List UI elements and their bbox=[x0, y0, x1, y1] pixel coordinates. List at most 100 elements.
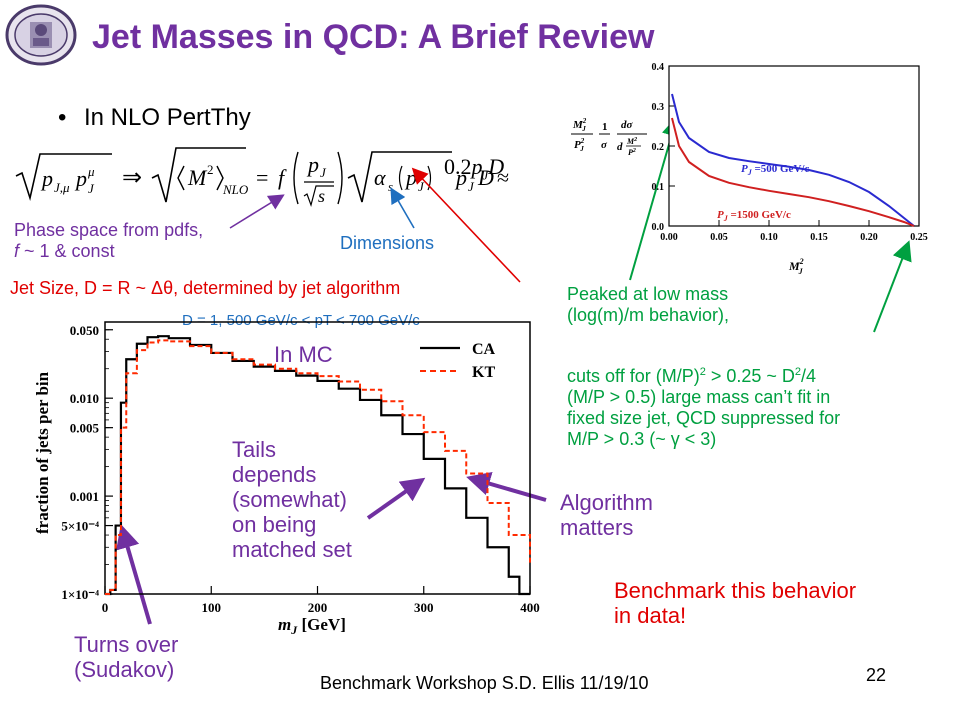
left-ytick-label: 1×10⁻⁴ bbox=[61, 587, 99, 602]
left-xlabel: mJ [GeV] bbox=[278, 615, 346, 637]
bullet-text: In NLO PertThy bbox=[84, 104, 251, 131]
dimensions-note: Dimensions bbox=[340, 233, 435, 253]
right-xlabel: M2 J bbox=[788, 257, 804, 276]
sudakov-line1: Turns over bbox=[74, 632, 179, 657]
selection-note: D = 1, 500 GeV/c < pT < 700 GeV/c bbox=[182, 312, 420, 329]
eq-frac-num: p bbox=[306, 152, 319, 177]
eq-alpha: α bbox=[374, 165, 386, 190]
cutoff-line2: (M/P > 0.5) large mass can’t fit in bbox=[567, 387, 831, 407]
tails-line4: on being bbox=[232, 512, 317, 537]
equation-tail: 0.2pJD bbox=[444, 154, 504, 183]
series-pj1500-line bbox=[671, 117, 915, 227]
left-xtick-label: 400 bbox=[520, 600, 540, 615]
right-xtick-label: 0.00 bbox=[660, 232, 678, 243]
eq-lhs-p: p bbox=[40, 166, 53, 191]
series-kt-line bbox=[105, 339, 531, 595]
phase-space-note: Phase space from pdfs, f ~ 1 & const bbox=[14, 220, 203, 262]
slide-title: Jet Masses in QCD: A Brief Review bbox=[92, 18, 655, 56]
eq-frac-den: s bbox=[318, 186, 325, 206]
cutoff-line1: cuts off for (M/P)2 > 0.25 ~ D2/4 bbox=[567, 366, 817, 386]
eq-arg-sub: J bbox=[418, 179, 425, 194]
eq-mass-sup: 2 bbox=[207, 162, 214, 177]
eq-D2: D bbox=[488, 154, 505, 179]
left-xtick-label: 0 bbox=[102, 600, 109, 615]
benchmark-note: Benchmark this behavior in data! bbox=[614, 578, 856, 628]
eq-alpha-sub: s bbox=[388, 179, 393, 194]
algorithm-note: Algorithm matters bbox=[560, 490, 653, 540]
sudakov-note: Turns over (Sudakov) bbox=[74, 632, 178, 682]
right-xtick-label: 0.20 bbox=[860, 232, 878, 243]
left-xtick-label: 200 bbox=[308, 600, 328, 615]
jet-size-note: Jet Size, D = R ~ Δθ, determined by jet … bbox=[10, 278, 401, 298]
algorithm-line1: Algorithm bbox=[560, 490, 653, 515]
peaked-note: Peaked at low mass (log(m)/m behavior), bbox=[567, 284, 729, 326]
benchmark-line1: Benchmark this behavior bbox=[614, 578, 857, 603]
eq-frac-num-sub: J bbox=[320, 165, 327, 180]
svg-text:M2: M2 bbox=[626, 137, 637, 146]
right-xtick-label: 0.10 bbox=[760, 232, 778, 243]
right-ytick-label: 0.4 bbox=[652, 62, 665, 73]
eq-lhs2-sub: J bbox=[88, 181, 95, 196]
left-ytick-label: 0.001 bbox=[70, 489, 99, 504]
right-xtick-label: 0.05 bbox=[710, 232, 728, 243]
svg-text:dσ: dσ bbox=[621, 119, 634, 131]
tails-line3: (somewhat) bbox=[232, 487, 347, 512]
left-xtick-label: 300 bbox=[414, 600, 434, 615]
cutoff-note: cuts off for (M/P)2 > 0.25 ~ D2/4 (M/P >… bbox=[567, 362, 840, 450]
bullet-dot: • bbox=[58, 104, 67, 131]
left-ytick-label: 5×10⁻⁴ bbox=[61, 519, 99, 534]
svg-text:d: d bbox=[617, 141, 623, 153]
eq-f: f bbox=[278, 165, 287, 190]
eq-lhs2-p: p bbox=[74, 166, 87, 191]
algorithm-line2: matters bbox=[560, 515, 634, 540]
svg-text:P2J: P2 J bbox=[574, 137, 585, 153]
phase-space-line1: Phase space from pdfs, bbox=[14, 220, 204, 240]
left-ylabel: fraction of jets per bin bbox=[33, 371, 52, 534]
right-plot-frame bbox=[668, 65, 920, 227]
left-ytick-label: 0.010 bbox=[70, 391, 99, 406]
svg-text:P2: P2 bbox=[628, 148, 636, 157]
legend-pj500-label: PJ =500 GeV/c bbox=[741, 163, 809, 177]
peaked-line1: Peaked at low mass bbox=[567, 284, 729, 304]
legend-pj1500-label: PJ =1500 GeV/c bbox=[717, 209, 791, 223]
sudakov-line2: (Sudakov) bbox=[74, 657, 175, 682]
series-pj500-line bbox=[671, 93, 915, 227]
tails-note: Tails depends (somewhat) on being matche… bbox=[232, 437, 352, 562]
eq-lhs2-sup: μ bbox=[87, 164, 95, 179]
svg-text:1: 1 bbox=[602, 121, 608, 133]
left-xtick-label: 100 bbox=[202, 600, 222, 615]
university-seal-logo bbox=[4, 4, 78, 66]
right-ytick-label: 0.1 bbox=[652, 182, 665, 193]
eq-mass: M bbox=[187, 165, 208, 190]
peaked-line2: (log(m)/m behavior), bbox=[567, 305, 730, 325]
right-ytick-label: 0.2 bbox=[652, 142, 665, 153]
eq-p2: p bbox=[471, 154, 483, 179]
left-ytick-label: 0.005 bbox=[70, 421, 100, 436]
legend-kt-label: KT bbox=[472, 364, 495, 381]
right-ytick-label: 0.3 bbox=[652, 102, 665, 113]
legend-ca-label: CA bbox=[472, 341, 496, 358]
tails-line2: depends bbox=[232, 462, 317, 487]
svg-text:M2J: M2 J bbox=[572, 117, 587, 133]
tails-line1: Tails bbox=[232, 437, 277, 462]
eq-implies: ⇒ bbox=[122, 165, 142, 191]
eq-arg: p bbox=[404, 165, 417, 190]
cutoff-line3: fixed size jet, QCD suppressed for bbox=[567, 408, 841, 428]
benchmark-line2: in data! bbox=[614, 603, 687, 628]
tails-line5: matched set bbox=[232, 537, 352, 562]
right-ytick-label: 0.0 bbox=[652, 222, 665, 233]
svg-text:σ: σ bbox=[601, 139, 608, 151]
in-mc-label: In MC bbox=[274, 342, 333, 367]
cutoff-line4: M/P > 0.3 (~ γ < 3) bbox=[567, 429, 717, 449]
page-number: 22 bbox=[866, 665, 887, 685]
right-ylabel: M2 J P2 J 1 σ dσ d M2 P2 bbox=[571, 117, 647, 157]
footer: Benchmark Workshop S.D. Ellis 11/19/10 bbox=[320, 673, 649, 693]
eq-mass-sub: NLO bbox=[222, 182, 249, 197]
eq-equals: = bbox=[256, 165, 268, 190]
bullet-nlo: • In NLO PertThy bbox=[58, 104, 251, 132]
eq-lhs-sub: J,μ bbox=[54, 180, 70, 195]
phase-space-line2: f ~ 1 & const bbox=[14, 241, 115, 261]
jet-mass-chart: 0.050 0.010 0.005 0.001 5×10⁻⁴ 1×10⁻⁴ 0 100 200… bbox=[20, 314, 545, 644]
eq-coef: 0.2 bbox=[444, 154, 472, 179]
right-xtick-label: 0.25 bbox=[910, 232, 928, 243]
